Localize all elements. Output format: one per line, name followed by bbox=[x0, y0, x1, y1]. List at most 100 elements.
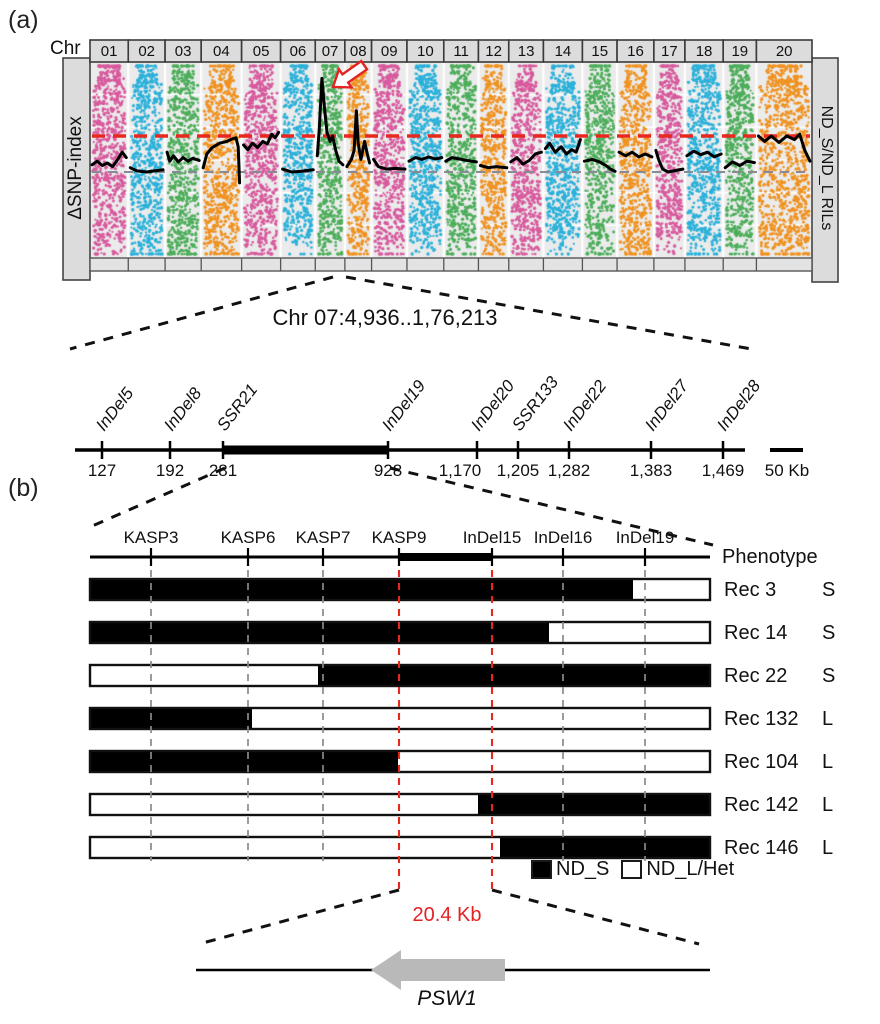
genotype-segment bbox=[90, 708, 252, 729]
scale-bar-label: 50 Kb bbox=[765, 461, 809, 480]
rec-line-label: Rec 14 bbox=[724, 622, 787, 644]
nd-s-swatch-icon bbox=[531, 860, 552, 879]
rec-line-label: Rec 142 bbox=[724, 794, 799, 816]
panel-a-label: (a) bbox=[8, 6, 39, 34]
mean-snp-index-line bbox=[90, 150, 128, 169]
genotype-segment bbox=[398, 751, 710, 772]
region-map-position-label: 1,170 bbox=[439, 461, 482, 480]
right-axis-label: ND_S/ND_L RILs bbox=[818, 105, 835, 231]
region-map-position-label: 1,205 bbox=[497, 461, 540, 480]
rec-line-label: Rec 146 bbox=[724, 837, 799, 859]
mean-snp-index-line bbox=[128, 166, 165, 174]
nd-l-het-legend-label: ND_L/Het bbox=[646, 858, 735, 880]
fine-map-marker-label: KASP9 bbox=[372, 528, 427, 547]
zoom-connector-dashed-line bbox=[491, 888, 700, 946]
phenotype-value: L bbox=[822, 794, 833, 816]
region-map-marker-label: InDel22 bbox=[559, 376, 610, 434]
zoom-connector-dashed-line bbox=[198, 888, 400, 946]
region-map-position-label: 1,282 bbox=[548, 461, 591, 480]
phenotype-value: S bbox=[822, 622, 835, 644]
chr-header-label: 07 bbox=[322, 43, 339, 60]
zoom-connector-dashed-line bbox=[345, 275, 758, 352]
chr-header-label: 18 bbox=[696, 43, 713, 60]
genotype-segment bbox=[500, 837, 710, 858]
zoom-connector-dashed-line bbox=[89, 466, 226, 529]
genotype-segment bbox=[90, 751, 398, 772]
fine-map-marker-label: InDel15 bbox=[463, 528, 522, 547]
mean-snp-index-line bbox=[345, 109, 372, 169]
mean-snp-index-line bbox=[756, 132, 812, 163]
chr-header-label: 04 bbox=[213, 43, 230, 60]
region-map-marker-label: InDel8 bbox=[160, 384, 206, 435]
chr-header-label: 05 bbox=[253, 43, 270, 60]
rec-line-label: Rec 132 bbox=[724, 708, 799, 730]
genotype-segment bbox=[478, 794, 710, 815]
mean-snp-index-line bbox=[165, 150, 201, 164]
region-map-position-label: 1,469 bbox=[702, 461, 745, 480]
bottom-axis-strip bbox=[89, 257, 813, 272]
chr-header-label: 16 bbox=[627, 43, 644, 60]
region-map-marker-label: InDel28 bbox=[713, 376, 764, 434]
chr-header-label: 20 bbox=[776, 43, 793, 60]
phenotype-value: L bbox=[822, 837, 833, 859]
chr-header-label: 11 bbox=[453, 43, 469, 60]
genotype-segment bbox=[90, 837, 500, 858]
genotype-segment bbox=[90, 665, 318, 686]
fine-map-marker-label: InDel19 bbox=[616, 528, 675, 547]
chr-header-cell bbox=[755, 39, 813, 63]
chr-header-label: 12 bbox=[485, 43, 502, 60]
chr-axis-label: Chr bbox=[50, 38, 81, 59]
genotype-segment bbox=[252, 708, 710, 729]
chr-header-label: 06 bbox=[290, 43, 307, 60]
chr-header-label: 09 bbox=[381, 43, 398, 60]
mean-snp-index-line bbox=[654, 148, 685, 174]
chr-header-label: 03 bbox=[175, 43, 192, 60]
region-map-position-label: 127 bbox=[88, 461, 116, 480]
chr-header-label: 10 bbox=[417, 43, 434, 60]
region-map-position-label: 192 bbox=[156, 461, 184, 480]
phenotype-value: L bbox=[822, 751, 833, 773]
nd-l-het-swatch-icon bbox=[621, 860, 643, 879]
mean-snp-index-line bbox=[509, 150, 543, 166]
fine-map-marker-label: KASP6 bbox=[221, 528, 276, 547]
chr-header-label: 15 bbox=[591, 43, 608, 60]
phenotype-value: S bbox=[822, 579, 835, 601]
mean-snp-index-line bbox=[407, 155, 444, 163]
fine-map-marker-label: InDel16 bbox=[534, 528, 593, 547]
genotype-segment bbox=[90, 622, 549, 643]
peak-arrow-icon bbox=[331, 59, 369, 89]
genotype-segment bbox=[549, 622, 710, 643]
genotype-segment bbox=[90, 579, 633, 600]
region-map-position-label: 1,383 bbox=[630, 461, 673, 480]
mean-snp-index-line bbox=[242, 130, 281, 152]
rec-line-label: Rec 104 bbox=[724, 751, 799, 773]
region-map-position-label: 281 bbox=[209, 461, 237, 480]
chr-header-label: 01 bbox=[101, 43, 118, 60]
mean-snp-index-line bbox=[315, 76, 345, 167]
genotype-segment bbox=[633, 579, 710, 600]
rec-line-label: Rec 3 bbox=[724, 579, 776, 601]
chr-header-label: 13 bbox=[518, 43, 535, 60]
region-map-position-label: 928 bbox=[374, 461, 402, 480]
panel-b-label: (b) bbox=[8, 474, 39, 502]
region-map-marker-label: SSR133 bbox=[508, 372, 562, 434]
mean-snp-index-line bbox=[685, 149, 723, 159]
fine-map-marker-label: KASP7 bbox=[296, 528, 351, 547]
genotype-segment bbox=[90, 794, 478, 815]
y-axis-label: ΔSNP-index bbox=[65, 116, 86, 220]
gene-name-label: PSW1 bbox=[417, 987, 477, 1010]
rec-line-label: Rec 22 bbox=[724, 665, 787, 687]
fine-map-marker-label: KASP3 bbox=[124, 528, 179, 547]
mean-snp-index-line bbox=[201, 136, 242, 185]
nd-s-legend-label: ND_S bbox=[556, 858, 610, 880]
right-strip bbox=[811, 57, 839, 283]
mean-snp-index-line bbox=[281, 167, 315, 174]
mean-snp-index-line bbox=[478, 164, 509, 170]
region-title: Chr 07:4,936..1,76,213 bbox=[272, 305, 498, 330]
region-map-marker-label: InDel27 bbox=[641, 376, 692, 434]
mean-snp-index-line bbox=[617, 150, 654, 159]
chr-header-label: 02 bbox=[138, 43, 155, 60]
region-map-marker-label: InDel5 bbox=[92, 384, 138, 435]
